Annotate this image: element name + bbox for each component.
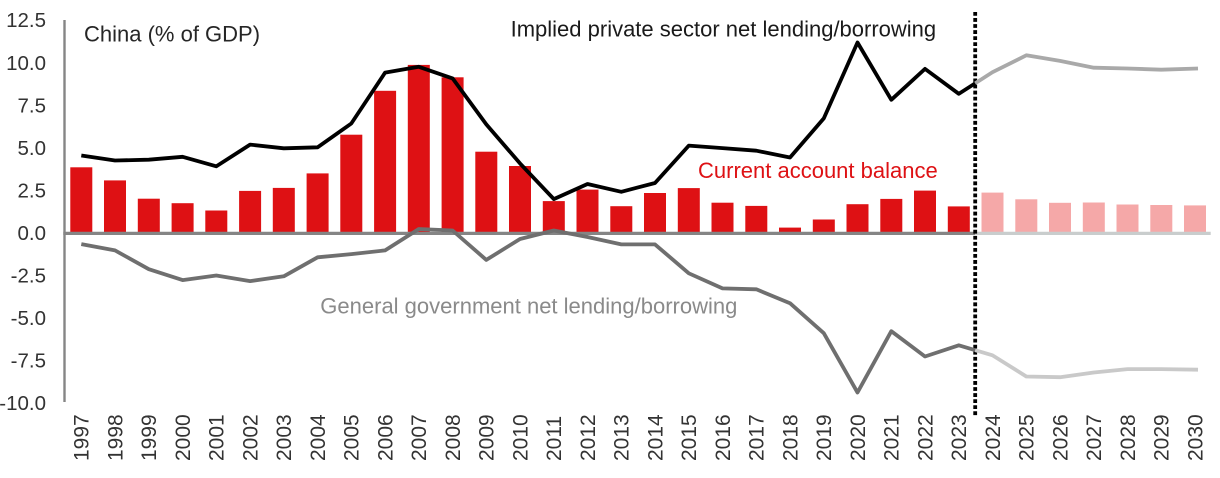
svg-text:2025: 2025 (1016, 414, 1039, 461)
svg-text:2026: 2026 (1049, 414, 1072, 461)
svg-text:2009: 2009 (476, 414, 499, 461)
svg-text:Implied private sector net len: Implied private sector net lending/borro… (511, 17, 937, 42)
svg-text:1997: 1997 (71, 414, 94, 461)
svg-text:2015: 2015 (678, 414, 701, 461)
svg-text:2013: 2013 (611, 414, 634, 461)
svg-text:2000: 2000 (172, 414, 195, 461)
svg-text:2008: 2008 (442, 414, 465, 461)
svg-text:Current account balance: Current account balance (698, 158, 938, 183)
svg-text:2014: 2014 (644, 414, 667, 461)
svg-text:2016: 2016 (712, 414, 735, 461)
svg-text:2004: 2004 (307, 414, 330, 461)
svg-text:2011: 2011 (543, 416, 566, 461)
svg-text:2017: 2017 (746, 414, 769, 461)
svg-text:2007: 2007 (408, 414, 431, 461)
svg-text:-7.5: -7.5 (11, 350, 46, 373)
svg-text:2010: 2010 (509, 414, 532, 461)
svg-text:2002: 2002 (239, 414, 262, 461)
svg-text:2018: 2018 (779, 414, 802, 461)
svg-text:China (% of GDP): China (% of GDP) (84, 21, 260, 46)
svg-text:-10.0: -10.0 (0, 392, 46, 415)
svg-text:1999: 1999 (138, 414, 161, 461)
svg-text:General government net lending: General government net lending/borrowing (320, 294, 737, 319)
svg-text:2023: 2023 (948, 414, 971, 461)
svg-text:10.0: 10.0 (6, 52, 46, 75)
svg-text:2027: 2027 (1083, 414, 1106, 461)
svg-text:7.5: 7.5 (18, 94, 47, 117)
svg-text:2001: 2001 (206, 414, 229, 461)
svg-text:12.5: 12.5 (6, 9, 46, 32)
svg-text:-2.5: -2.5 (11, 265, 46, 288)
svg-text:2019: 2019 (813, 414, 836, 461)
svg-text:2005: 2005 (341, 414, 364, 461)
svg-text:5.0: 5.0 (18, 137, 47, 160)
svg-text:2028: 2028 (1117, 414, 1140, 461)
svg-text:2020: 2020 (847, 414, 870, 461)
svg-text:1998: 1998 (104, 414, 127, 461)
svg-text:2021: 2021 (881, 414, 904, 461)
svg-text:0.0: 0.0 (18, 222, 47, 245)
svg-text:2029: 2029 (1151, 414, 1174, 461)
svg-text:2024: 2024 (982, 414, 1005, 461)
svg-text:2022: 2022 (914, 414, 937, 461)
svg-text:2012: 2012 (577, 414, 600, 461)
svg-text:2006: 2006 (374, 414, 397, 461)
svg-text:2003: 2003 (273, 414, 296, 461)
svg-text:-5.0: -5.0 (11, 307, 46, 330)
svg-text:2.5: 2.5 (18, 179, 47, 202)
svg-text:2030: 2030 (1184, 414, 1207, 461)
